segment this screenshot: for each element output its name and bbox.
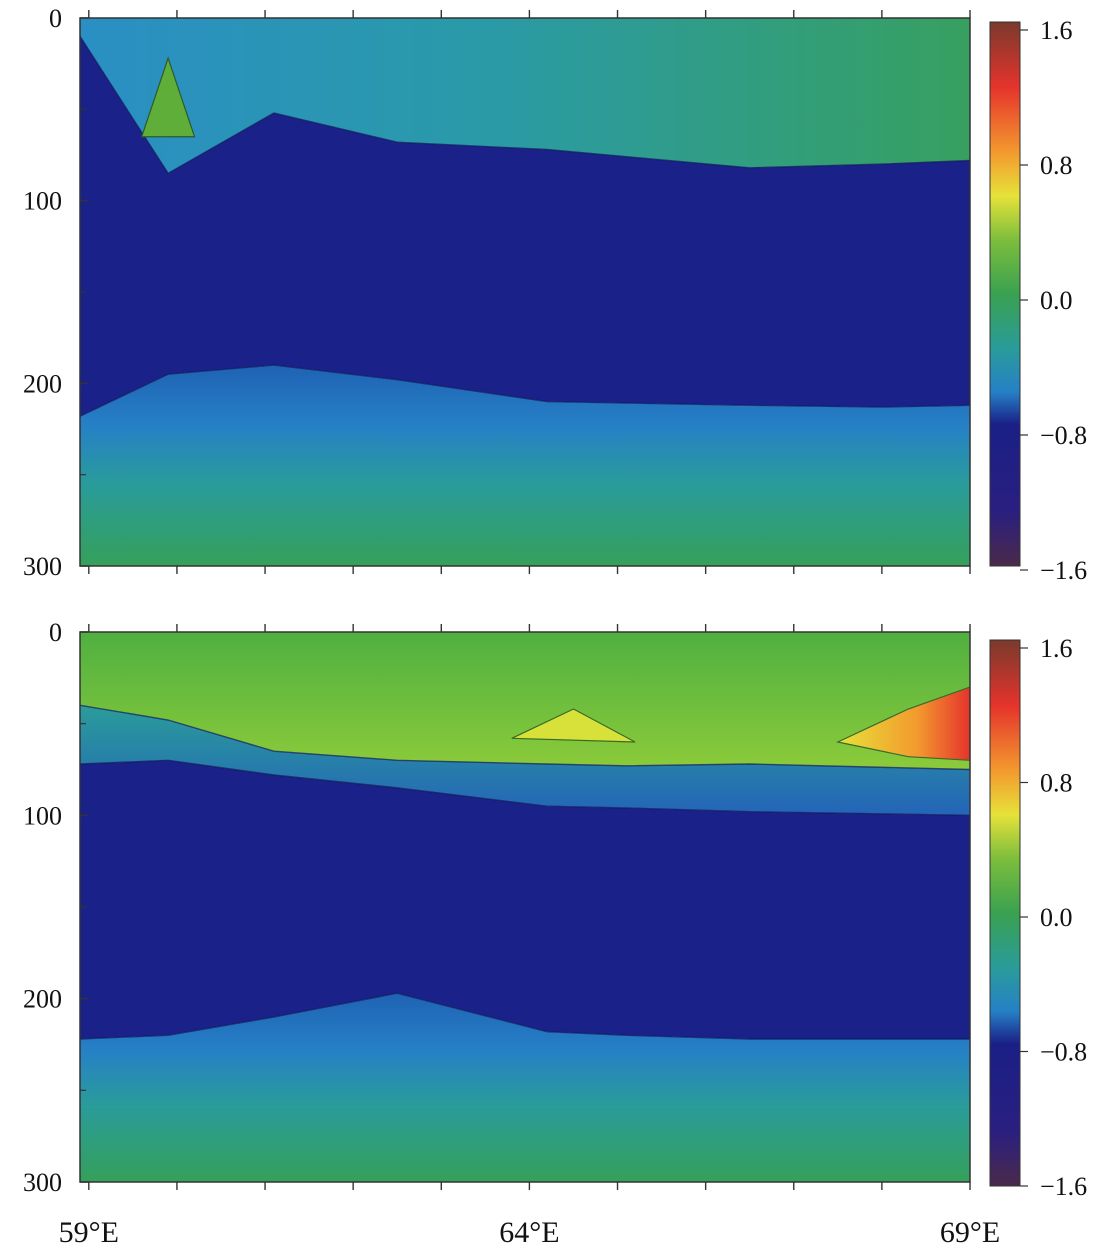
longitude-label: 64°E — [499, 1216, 559, 1249]
bottom-surface-warm-layer — [80, 632, 970, 770]
bottom-transition-layer — [80, 705, 970, 816]
colorbar-tick-label: −0.8 — [1040, 1038, 1087, 1067]
top-y-tick-label: 0 — [49, 4, 62, 33]
bottom-core-layer — [80, 760, 970, 1039]
top-colorbar: 1.6 0.8 0.0 −0.8 −1.6 — [989, 16, 1087, 585]
top-core-layer — [80, 36, 970, 417]
top-warm-spot — [140, 56, 196, 138]
bottom-colorbar: 1.6 0.8 0.0 −0.8 −1.6 — [989, 634, 1087, 1201]
bottom-y-tick-label: 0 — [49, 618, 62, 647]
bottom-colorbar-scale — [989, 639, 1021, 1187]
longitude-labels: 59°E 64°E 69°E — [59, 1216, 1001, 1249]
top-panel: 0 100 200 300 — [23, 4, 971, 581]
bottom-contour-transition-layer — [80, 759, 970, 816]
top-y-tick-label: 200 — [23, 369, 62, 398]
top-contour-core-layer — [80, 364, 970, 417]
colorbar-tick-label: 0.8 — [1040, 769, 1073, 798]
longitude-label: 59°E — [59, 1216, 119, 1249]
bottom-contour-core-layer — [80, 992, 970, 1040]
bottom-panel-x-ticks — [88, 624, 971, 1190]
colorbar-tick-label: 0.0 — [1040, 903, 1073, 932]
colorbar-tick-label: 0.8 — [1040, 151, 1073, 180]
top-panel-plot-area — [80, 18, 970, 566]
bottom-central-warm-lens — [511, 708, 636, 743]
top-lower-layer — [80, 365, 970, 566]
colorbar-tick-label: −1.6 — [1040, 556, 1087, 585]
colorbar-tick-label: 1.6 — [1040, 634, 1073, 663]
bottom-panel-y-axis: 0 100 200 300 — [23, 618, 88, 1197]
longitude-label: 69°E — [940, 1216, 1000, 1249]
colorbar-tick-label: 0.0 — [1040, 286, 1073, 315]
colorbar-tick-label: −1.6 — [1040, 1172, 1087, 1201]
bottom-panel: 0 100 200 300 — [23, 618, 971, 1197]
colorbar-tick-label: −0.8 — [1040, 421, 1087, 450]
top-colorbar-scale — [989, 21, 1021, 567]
top-y-tick-label: 100 — [23, 187, 62, 216]
top-panel-y-axis: 0 100 200 300 — [23, 4, 88, 581]
top-contour-upper-layer — [80, 35, 970, 175]
colorbar-tick-label: 1.6 — [1040, 16, 1073, 45]
top-upper-layer — [80, 18, 970, 174]
bottom-y-tick-label: 300 — [23, 1168, 62, 1197]
bottom-east-warm-lens — [835, 686, 970, 761]
bottom-contour-surface-warm-layer — [80, 704, 970, 771]
bottom-lower-layer — [80, 993, 970, 1182]
bottom-panel-plot-area — [80, 632, 970, 1182]
top-y-tick-label: 300 — [23, 552, 62, 581]
bottom-y-tick-label: 100 — [23, 801, 62, 830]
top-panel-x-ticks — [88, 10, 971, 574]
bottom-y-tick-label: 200 — [23, 985, 62, 1014]
